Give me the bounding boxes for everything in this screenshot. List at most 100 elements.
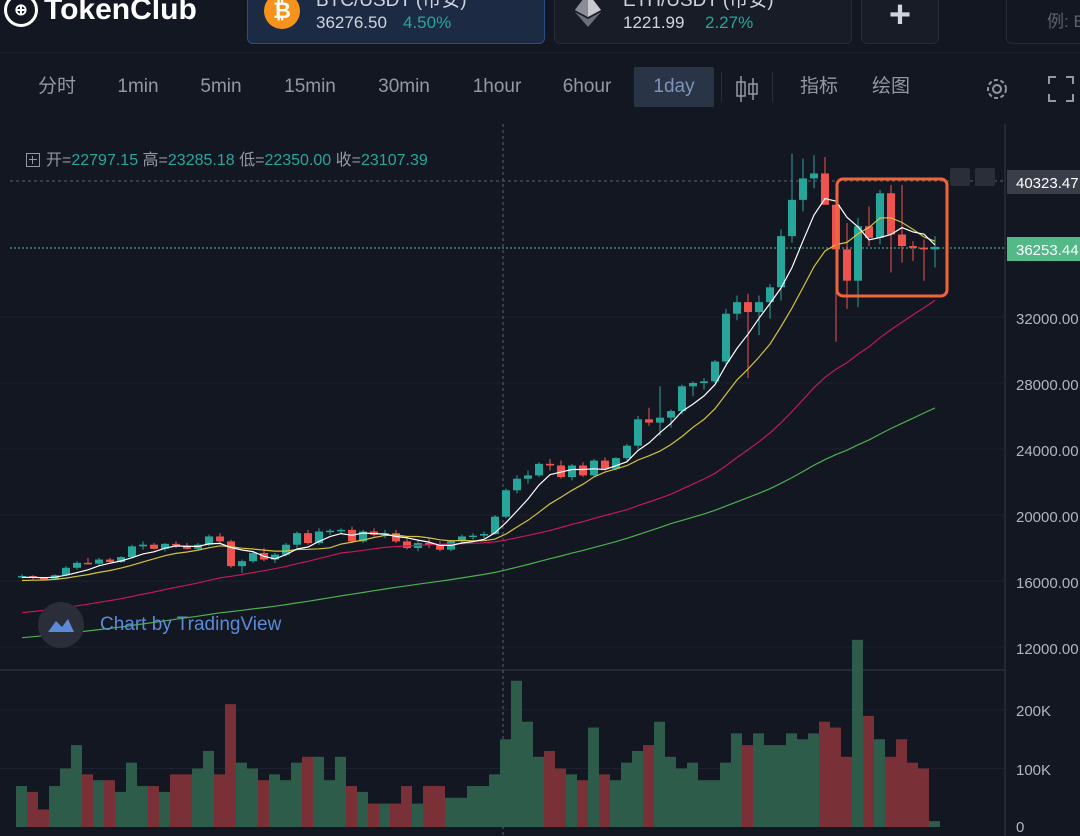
candle-body [502, 490, 510, 517]
volume-bar [896, 739, 907, 827]
open-value: 22797.15 [71, 152, 139, 169]
tab-timeframe-15min[interactable]: 15min [284, 76, 336, 97]
symbol-search[interactable]: 例: BTC [1006, 0, 1080, 44]
candle-body [403, 541, 411, 548]
app-logo[interactable]: ⊕ TokenClub [4, 0, 197, 30]
tradingview-watermark[interactable]: Chart by TradingView [38, 602, 281, 648]
volume-bar [170, 774, 181, 827]
candle-body [18, 576, 26, 578]
candle-body [909, 246, 917, 248]
volume-bar [830, 727, 841, 827]
price-chart[interactable]: 32000.00 28000.00 24000.00 20000.00 1600… [0, 124, 1080, 836]
volume-bar [786, 733, 797, 827]
tab-timeframe-30min[interactable]: 30min [378, 76, 430, 97]
volume-bar [566, 774, 577, 827]
volume-bar [555, 768, 566, 827]
volume-bar [445, 797, 456, 827]
volume-bar [335, 756, 346, 827]
close-label: 收= [335, 152, 361, 169]
candle-body [876, 193, 884, 238]
pair-card-btc[interactable]: ₿ BTC/USDT (币安) 36276.50 4.50% [247, 0, 545, 44]
candle-body [755, 302, 763, 313]
volume-bar [588, 727, 599, 827]
pair-name: ETH/USDT (币安) [623, 0, 774, 11]
high-price-label: 40323.47 [1016, 175, 1079, 192]
tab-timeframe-1min[interactable]: 1min [117, 76, 159, 97]
volume-bar [852, 639, 863, 827]
volume-bar [764, 745, 775, 827]
price-tick: 16000.00 [1016, 575, 1079, 592]
volume-bar [874, 739, 885, 827]
volume-bar [467, 786, 478, 827]
volume-bar [907, 762, 918, 827]
tab-timeframe-6hour[interactable]: 6hour [562, 76, 612, 97]
last-price-label: 36253.44 [1016, 242, 1079, 259]
candle-body [810, 173, 818, 179]
volume-bar [841, 756, 852, 827]
volume-bar [192, 768, 203, 827]
scroll-right-icon[interactable] [975, 168, 995, 186]
volume-bar [401, 786, 412, 827]
highlight-box [835, 177, 949, 298]
candle-body [172, 543, 180, 546]
candle-body [535, 463, 543, 476]
volume-bar [291, 762, 302, 827]
fullscreen-icon[interactable] [1046, 74, 1076, 104]
volume-bar [577, 780, 588, 827]
expand-legend-icon[interactable] [26, 153, 40, 167]
pair-price: 1221.99 [623, 13, 685, 32]
tab-timeframe-1hour[interactable]: 1hour [472, 76, 522, 97]
pair-card-eth[interactable]: ETH/USDT (币安) 1221.99 2.27% [554, 0, 852, 44]
candle-body [722, 313, 730, 362]
search-placeholder: 例: BTC [1047, 12, 1080, 31]
tab-timeframe-1day[interactable]: 1day [634, 67, 714, 107]
pair-change: 4.50% [403, 13, 452, 32]
ma60-line [21, 407, 936, 639]
logo-text: TokenClub [44, 0, 197, 26]
high-value: 23285.18 [167, 152, 235, 169]
tokenclub-logo-icon: ⊕ [4, 0, 38, 27]
volume-bar [357, 791, 368, 827]
volume-bar [808, 733, 819, 827]
candle-body [117, 557, 125, 563]
volume-bar [181, 774, 192, 827]
volume-tick: 200K [1016, 703, 1051, 720]
add-pair-button[interactable]: + [861, 0, 939, 44]
tab-timeframe-fenshi[interactable]: 分时 [37, 76, 76, 97]
candle-body [920, 247, 928, 250]
candle-body [491, 516, 499, 534]
volume-bar [368, 803, 379, 827]
candle-body [128, 546, 136, 558]
volume-bar [731, 733, 742, 827]
volume-bar [104, 780, 115, 827]
volume-bar [27, 791, 38, 827]
settings-gear-icon[interactable] [982, 74, 1012, 104]
volume-bar [148, 786, 159, 827]
candle-body [315, 531, 323, 544]
candle-body [854, 226, 862, 281]
candle-body [106, 559, 114, 563]
candle-body [898, 234, 906, 247]
last-price-marker [1007, 237, 1080, 261]
volume-tick: 0 [1016, 819, 1024, 836]
moving-averages [21, 197, 936, 639]
candle-style-icon[interactable] [734, 74, 760, 104]
volume-axis: 200K 100K 0 [1016, 703, 1051, 836]
volume-bar [775, 745, 786, 827]
ma10-line [21, 217, 936, 582]
candle-body [656, 417, 664, 423]
volume-bar [599, 774, 610, 827]
candle-body [865, 226, 873, 238]
scroll-left-icon[interactable] [950, 168, 970, 186]
candle-body [95, 559, 103, 564]
candle-body [62, 567, 70, 576]
volume-bar [863, 715, 874, 827]
tab-timeframe-5min[interactable]: 5min [200, 76, 242, 97]
price-tick: 12000.00 [1016, 641, 1079, 658]
draw-button[interactable]: 绘图 [871, 76, 910, 97]
ohlc-legend: 开=22797.15 高=23285.18 低=22350.00 收=23107… [26, 146, 428, 170]
candle-body [667, 411, 675, 418]
indicators-button[interactable]: 指标 [799, 76, 838, 97]
candle-body [689, 383, 697, 387]
candle-body [227, 541, 235, 567]
